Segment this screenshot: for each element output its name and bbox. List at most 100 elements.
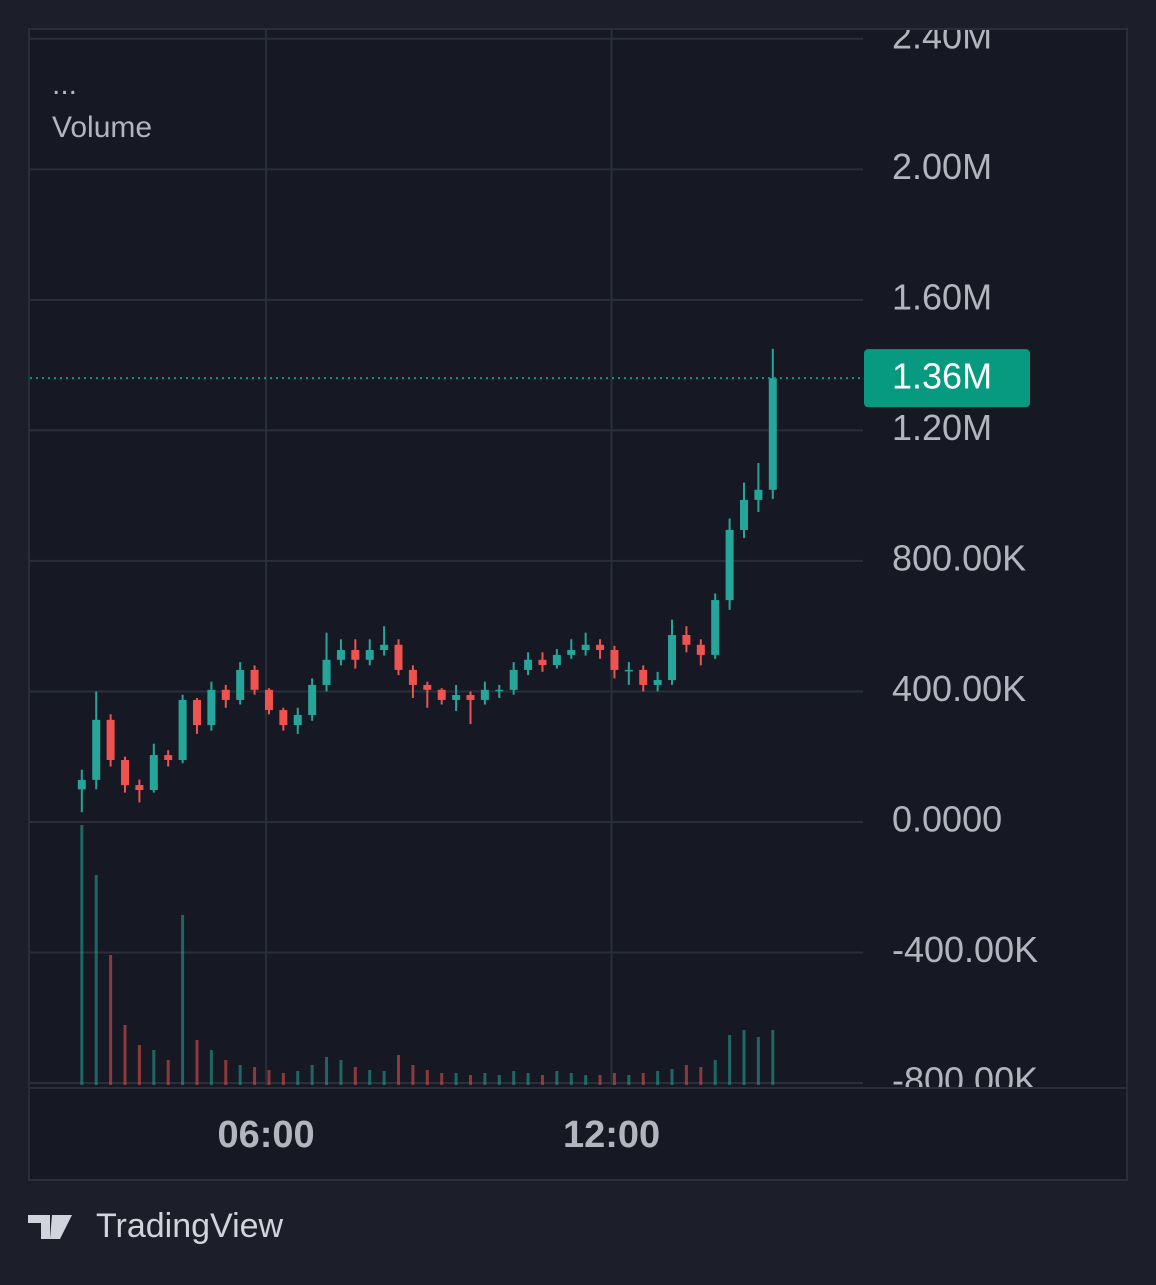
y-tick-label: 1.60M — [892, 276, 992, 317]
volume-bar — [468, 1075, 472, 1085]
volume-bar — [296, 1071, 300, 1085]
y-tick-label: -800.00K — [892, 1060, 1038, 1101]
volume-bar — [454, 1073, 458, 1085]
volume-bar — [555, 1071, 559, 1085]
candle-body — [336, 650, 345, 660]
volume-bar — [209, 1050, 213, 1085]
candle-body — [711, 600, 720, 655]
candle-body — [250, 669, 259, 690]
y-tick-label: 1.20M — [892, 407, 992, 448]
candle-body — [581, 644, 590, 651]
candle-body — [351, 650, 360, 660]
candle-body — [279, 710, 288, 726]
price-axis: -800.00K -400.00K 0.0000 400.00K 800.00K 1.20… — [892, 15, 1038, 1101]
volume-bar — [512, 1071, 516, 1085]
candle-body — [207, 689, 216, 726]
volume-bar — [612, 1073, 616, 1085]
volume-bar — [195, 1040, 199, 1085]
volume-bar — [598, 1075, 602, 1085]
volume-bar — [526, 1073, 530, 1085]
y-tick-label: 2.40M — [892, 15, 992, 56]
candle-body — [221, 689, 230, 700]
brand-logo[interactable]: TradingView — [28, 1207, 284, 1245]
volume-bar — [267, 1070, 271, 1085]
volume-bar — [411, 1065, 415, 1085]
candle-body — [682, 635, 691, 645]
candle-body — [437, 689, 446, 700]
candle-body — [264, 689, 273, 711]
volume-bar — [166, 1060, 170, 1085]
candle-body — [524, 659, 533, 670]
volume-bar — [742, 1030, 746, 1085]
candle-body — [610, 650, 619, 670]
candle-body — [668, 635, 677, 681]
volume-bar — [281, 1073, 285, 1085]
x-tick-label: 12:00 — [563, 1114, 660, 1156]
volume-bar — [109, 955, 113, 1085]
volume-bar — [123, 1025, 127, 1085]
volume-bar — [152, 1050, 156, 1085]
volume-bar — [713, 1060, 717, 1085]
candle-body — [480, 689, 489, 700]
candle-body — [567, 650, 576, 655]
volume-bar — [310, 1065, 314, 1085]
volume-bar — [483, 1073, 487, 1085]
y-tick-label: 400.00K — [892, 668, 1026, 709]
legend-more[interactable]: ... — [52, 68, 77, 101]
volume-bar — [397, 1055, 401, 1085]
candle-body — [121, 759, 130, 786]
x-tick-label: 06:00 — [217, 1114, 314, 1156]
volume-bar — [238, 1065, 242, 1085]
candle-body — [149, 755, 158, 791]
brand-name: TradingView — [96, 1207, 284, 1245]
candle-body — [740, 499, 748, 530]
last-price-label: 1.36M — [892, 356, 992, 397]
candle-body — [178, 699, 187, 760]
last-price-badge — [864, 349, 1030, 408]
candle-body — [466, 695, 475, 700]
volume-bar — [382, 1071, 386, 1085]
volume-bar — [325, 1057, 329, 1085]
candle-body — [423, 684, 432, 690]
volume-bar — [353, 1067, 357, 1085]
volume-bar — [339, 1060, 343, 1085]
series — [77, 348, 777, 1085]
chart-frame — [28, 28, 1128, 1181]
volume-bar — [728, 1035, 732, 1085]
candle-body — [365, 650, 374, 660]
y-tick-label: -400.00K — [892, 929, 1038, 970]
candle-body — [754, 489, 763, 500]
candle-body — [639, 669, 648, 685]
candle-body — [725, 529, 734, 601]
candle-body — [164, 755, 173, 760]
y-tick-label: 0.0000 — [892, 798, 1002, 839]
volume-bar — [670, 1069, 674, 1085]
volume-bar — [756, 1037, 760, 1085]
candle-body — [322, 659, 331, 685]
legend-label: Volume — [52, 111, 152, 144]
candle-body — [495, 689, 504, 692]
volume-bar — [584, 1075, 588, 1085]
candle-body — [596, 644, 605, 651]
volume-bar — [94, 875, 98, 1085]
candle-body — [380, 644, 389, 651]
candle-body — [106, 719, 115, 760]
volume-bar — [425, 1070, 429, 1085]
volume-bar — [641, 1073, 645, 1085]
candle-body — [92, 719, 101, 780]
candle-body — [653, 680, 662, 685]
candle-body — [538, 659, 547, 666]
volume-bar — [684, 1065, 688, 1085]
candle-body — [552, 654, 561, 666]
candle-body — [394, 644, 403, 670]
volume-bar — [368, 1070, 372, 1085]
candle-body — [192, 699, 201, 726]
volume-bar — [771, 1030, 775, 1085]
y-tick-label: 2.00M — [892, 146, 992, 187]
candle-body — [624, 669, 633, 672]
candle-body — [509, 669, 518, 690]
volume-bar — [699, 1067, 703, 1085]
candle-body — [408, 669, 417, 685]
